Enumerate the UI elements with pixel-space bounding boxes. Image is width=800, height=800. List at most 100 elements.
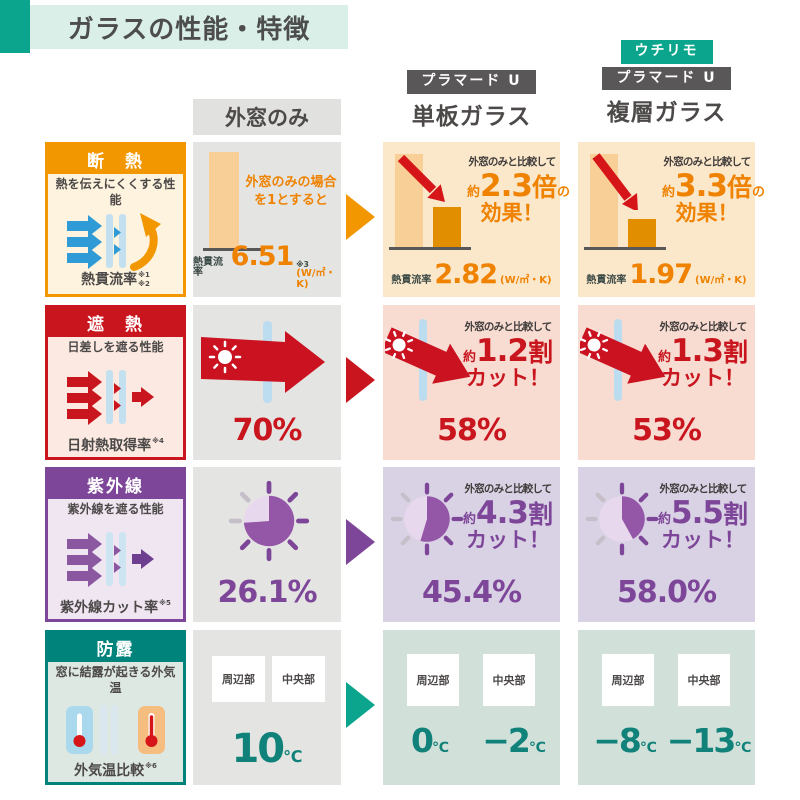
comparison-callout: 外窓のみと比較して 約1.2割 カット！ — [463, 321, 553, 390]
decrease-arrow-icon — [397, 154, 445, 202]
decrease-arrow-icon — [592, 153, 638, 210]
center-temperature: −2℃ — [482, 721, 546, 760]
row-insulation: 断 熱 熱を伝えにくくする性能 熱貫流率 ※1 — [0, 142, 800, 297]
edge-part-label: 周辺部 — [212, 656, 265, 702]
brand-badge-uchirimo: ウチリモ — [620, 40, 713, 64]
axis-baseline — [203, 248, 265, 251]
insulation-label-card: 断 熱 熱を伝えにくくする性能 熱貫流率 ※1 — [45, 142, 186, 297]
cell-dew-outer-window: 周辺部 中央部 10℃ — [193, 630, 341, 785]
row-uv-protection: 紫外線 紫外線を遮る性能 紫外線カット率 ※5 — [0, 467, 800, 622]
flow-arrow-icon — [346, 682, 375, 728]
sun-arrow-through-glass-icon — [385, 319, 471, 401]
solar-gain-value: 53% — [632, 413, 702, 448]
unit-label: (W/㎡・K) — [500, 275, 552, 286]
cell-dew-double-glass: 周辺部 中央部 −8℃ −13℃ — [578, 630, 755, 785]
flow-arrow-icon — [346, 194, 375, 240]
product-badge-plamade-u: プラマード U — [407, 70, 536, 94]
anti-condensation-label-card: 防露 窓に結露が起きる外気温 外気温比較 ※6 — [45, 630, 186, 785]
u-value-readout: 熱貫流率 1.97 (W/㎡・K) — [586, 259, 747, 290]
uv-cut-rate-value: 45.4% — [421, 575, 522, 610]
uv-cut-rate-value: 58.0% — [616, 575, 717, 610]
heat-shading-label-card: 遮 熱 日差しを遮る性能 日射熱取得率 ※4 — [45, 305, 186, 460]
metric-name: 外気温比較 ※6 — [74, 762, 157, 779]
insulation-arrows-icon — [48, 208, 183, 273]
cell-shading-double-glass: 外窓のみと比較して 約1.3割 カット！ 53% — [578, 305, 755, 460]
u-value-readout: 熱貫流率 6.51 ※3 (W/㎡・K) — [193, 243, 341, 291]
comparison-callout: 外窓のみと比較して 約1.3割 カット！ — [658, 321, 748, 390]
comparison-callout: 外窓のみと比較して 約2.3倍の 効果！ — [467, 156, 570, 225]
edge-temperature: −8℃ — [593, 721, 657, 760]
column-label-single-glass: 単板ガラス — [411, 103, 532, 130]
cell-dew-single-glass: 周辺部 中央部 0℃ −2℃ — [383, 630, 560, 785]
sun-arrow-through-glass-icon — [580, 319, 666, 401]
bar-improved-value — [433, 207, 461, 247]
bar-baseline-value — [209, 152, 239, 248]
footnote-mark: ※3 — [296, 259, 309, 269]
sun-pie-icon — [585, 482, 659, 556]
uv-cut-rate-value: 26.1% — [217, 575, 317, 610]
edge-temperature: 0℃ — [411, 721, 449, 760]
metric-name: 日射熱取得率 ※4 — [67, 437, 164, 454]
cell-uv-outer-window: 26.1% — [193, 467, 341, 622]
page-title: ガラスの性能・特徴 — [67, 14, 311, 45]
center-temperature: −13℃ — [666, 721, 752, 760]
uv-label-card: 紫外線 紫外線を遮る性能 紫外線カット率 ※5 — [45, 467, 186, 622]
row-description: 窓に結露が起きる外気温 — [55, 665, 176, 695]
footnote-marks: ※6 — [145, 762, 157, 770]
row-header: 紫外線 — [48, 470, 183, 499]
sun-pie-icon — [390, 482, 464, 556]
cell-uv-single-glass: 外窓のみと比較して 約4.3割 カット！ 45.4% — [383, 467, 560, 622]
heat-shading-arrows-icon — [48, 356, 183, 439]
baseline-note: 外窓のみの場合を1とすると — [245, 175, 337, 208]
cell-shading-single-glass: 外窓のみと比較して 約1.2割 カット！ 58% — [383, 305, 560, 460]
metric-name: 熱貫流率 ※1 ※2 — [81, 271, 150, 289]
solar-gain-value: 70% — [232, 413, 303, 448]
flow-arrow-icon — [346, 519, 375, 565]
footnote-marks: ※5 — [159, 599, 171, 607]
solar-gain-value: 58% — [437, 413, 507, 448]
column-header-outer-window: 外窓のみ — [193, 99, 341, 135]
row-description: 紫外線を遮る性能 — [67, 502, 164, 516]
row-description: 日差しを遮る性能 — [67, 340, 164, 354]
thermometer-comparison-icon — [48, 696, 183, 764]
title-accent-square — [0, 0, 30, 53]
row-anti-condensation: 防露 窓に結露が起きる外気温 外気温比較 ※6 — [0, 630, 800, 785]
cell-insulation-single-glass: 外窓のみと比較して 約2.3倍の 効果！ 熱貫流率 2.82 (W/㎡・K) — [383, 142, 570, 297]
cell-shading-outer-window: 70% — [193, 305, 341, 460]
metric-name: 紫外線カット率 ※5 — [60, 599, 171, 616]
flow-arrow-icon — [346, 357, 375, 403]
column-label-double-glass: 複層ガラス — [606, 100, 727, 127]
footnote-marks: ※1 ※2 — [138, 271, 150, 288]
u-value-readout: 熱貫流率 2.82 (W/㎡・K) — [391, 259, 552, 290]
temperature-readout: 10℃ — [231, 726, 303, 772]
row-header: 断 熱 — [48, 145, 183, 174]
unit-label: (W/㎡・K) — [695, 275, 747, 286]
sun-arrow-through-glass-icon — [201, 321, 325, 403]
edge-part-label: 周辺部 — [602, 654, 654, 706]
comparison-callout: 外窓のみと比較して 約3.3倍の 効果！ — [662, 156, 765, 225]
product-badge-plamade-u: プラマード U — [602, 66, 731, 91]
comparison-callout: 外窓のみと比較して 約5.5割 カット！ — [658, 483, 748, 552]
edge-part-label: 周辺部 — [407, 654, 459, 706]
row-heat-shading: 遮 熱 日差しを遮る性能 日射熱取得率 ※4 — [0, 305, 800, 460]
unit-label: (W/㎡・K) — [296, 268, 336, 290]
bar-improved-value — [628, 219, 656, 247]
row-description: 熱を伝えにくくする性能 — [55, 177, 176, 207]
cell-insulation-outer-window: 外窓のみの場合を1とすると 熱貫流率 6.51 ※3 (W/㎡・K) — [193, 142, 341, 297]
row-header: 遮 熱 — [48, 308, 183, 337]
center-part-label: 中央部 — [483, 654, 535, 706]
footnote-marks: ※4 — [152, 437, 164, 445]
center-part-label: 中央部 — [272, 656, 325, 702]
title-banner: ガラスの性能・特徴 — [30, 5, 348, 49]
sun-pie-icon — [228, 480, 310, 562]
uv-arrows-icon — [48, 518, 183, 601]
column-header-double-glass: ウチリモ プラマード U 複層ガラス — [578, 40, 755, 127]
column-header-single-glass: プラマード U 単板ガラス — [383, 70, 560, 131]
row-header: 防露 — [48, 633, 183, 662]
axis-baseline — [389, 247, 471, 250]
axis-baseline — [584, 247, 666, 250]
comparison-callout: 外窓のみと比較して 約4.3割 カット！ — [463, 483, 553, 552]
center-part-label: 中央部 — [678, 654, 730, 706]
cell-insulation-double-glass: 外窓のみと比較して 約3.3倍の 効果！ 熱貫流率 1.97 (W/㎡・K) — [578, 142, 765, 297]
